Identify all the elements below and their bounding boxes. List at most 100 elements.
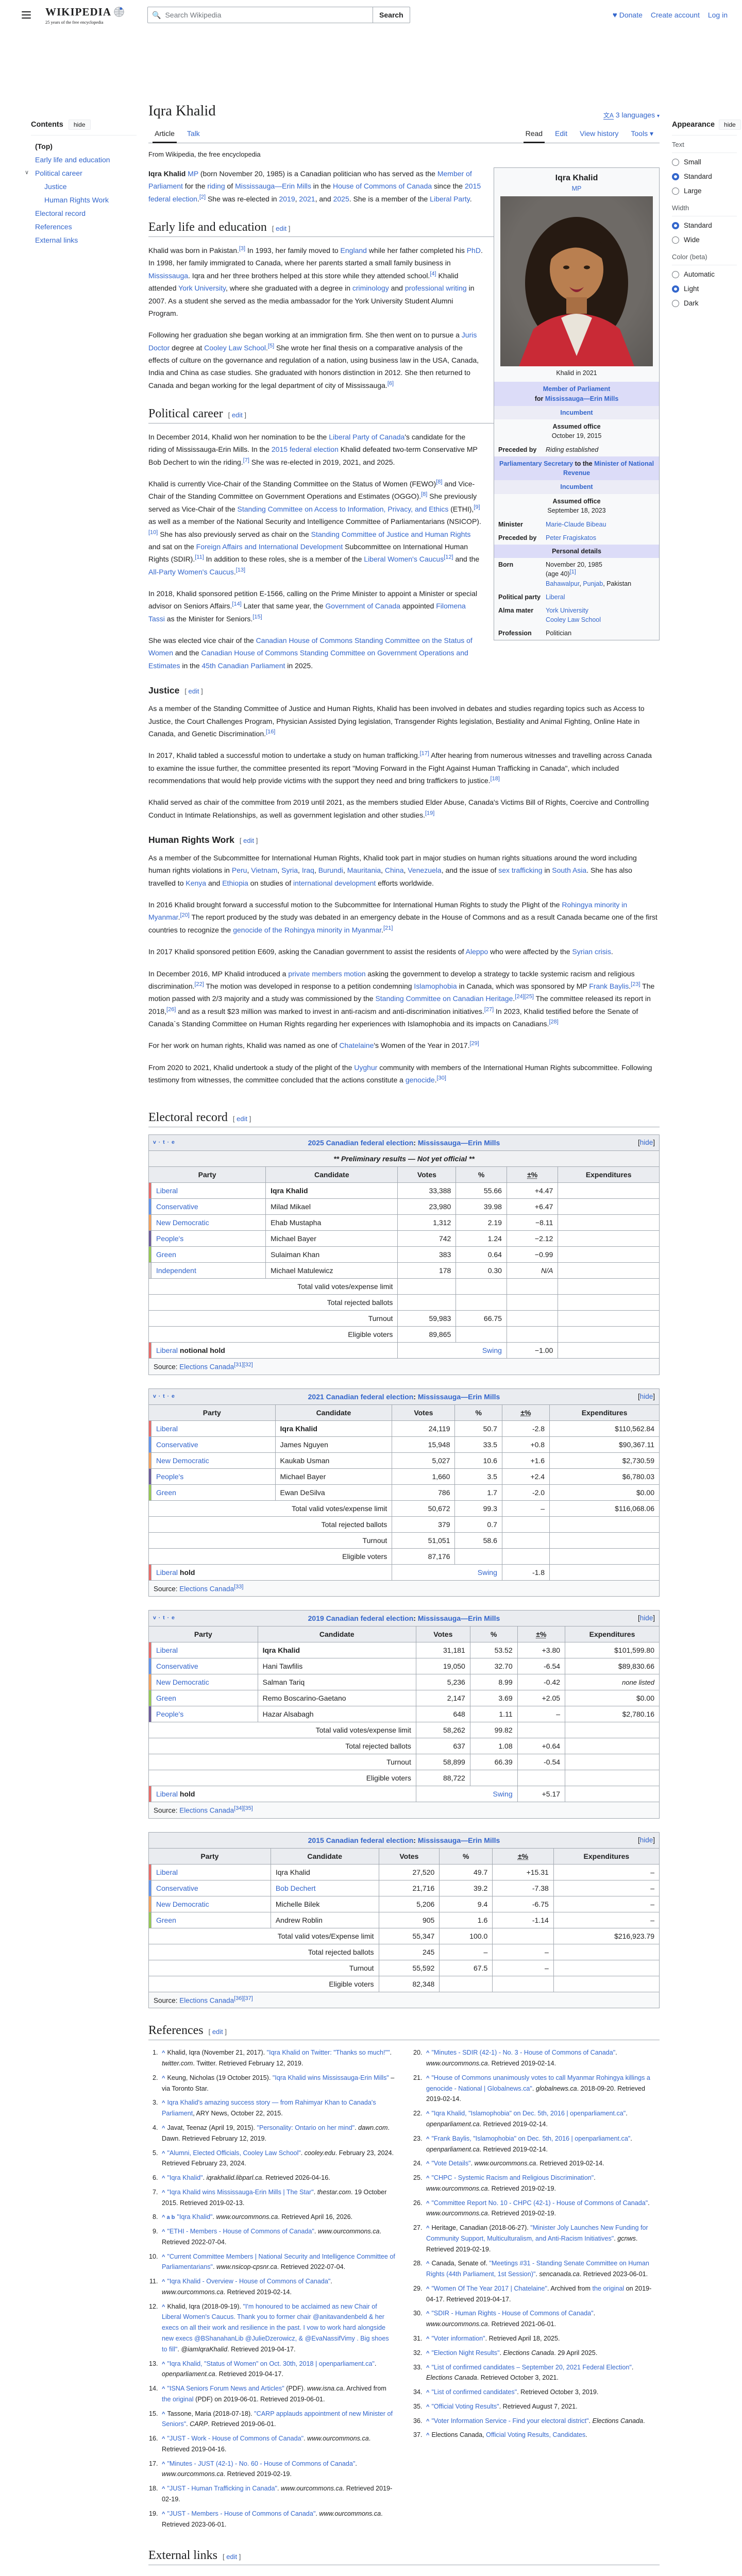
text-link[interactable]: Member of Parliament: [148, 170, 472, 191]
text-link[interactable]: "Voter Information Service - Find your e…: [431, 2417, 589, 2425]
ref-backlink[interactable]: ^: [162, 2229, 165, 2235]
text-link[interactable]: 2019: [279, 194, 295, 203]
ref-backlink[interactable]: ^: [162, 2411, 165, 2417]
text-link[interactable]: Mauritania: [347, 866, 381, 875]
text-link[interactable]: professional writing: [404, 284, 467, 293]
party-link[interactable]: Green: [156, 1694, 176, 1703]
text-link[interactable]: Cooley Law School: [204, 343, 266, 352]
text-link[interactable]: "Iqra Khalid wins Mississauga-Erin Mills…: [272, 2074, 389, 2081]
table-hide-button[interactable]: [hide]: [637, 1614, 655, 1622]
table-vte-links[interactable]: v · t · e: [153, 1393, 175, 1399]
text-link[interactable]: England: [340, 246, 367, 255]
ref-sup[interactable]: [3]: [239, 245, 246, 252]
party-link[interactable]: Green: [156, 1488, 176, 1497]
text-link[interactable]: 2021: [299, 194, 315, 203]
party-link[interactable]: New Democratic: [156, 1456, 209, 1465]
ref-backlink[interactable]: ^: [426, 2111, 430, 2117]
text-link[interactable]: Government of Canada: [325, 602, 400, 611]
ref-sup[interactable]: [4]: [430, 270, 436, 277]
text-link[interactable]: Aleppo: [465, 947, 488, 956]
text-link[interactable]: Juris Doctor: [148, 331, 477, 352]
text-link[interactable]: "Meetings #31 - Standing Senate Committe…: [426, 2260, 649, 2278]
wikipedia-logo[interactable]: WIKIPEDIA 25 years of the free encyclope…: [45, 6, 125, 25]
text-link[interactable]: "Election Night Results": [431, 2349, 500, 2357]
text-link[interactable]: "Minutes - SDIR (42-1) - No. 3 - House o…: [431, 2049, 616, 2057]
text-link[interactable]: Liberal: [546, 593, 565, 601]
hamburger-menu-icon[interactable]: [22, 11, 31, 19]
ref-backlink[interactable]: ^: [426, 2050, 430, 2057]
text-link[interactable]: Mississauga: [148, 271, 189, 280]
election-year-link[interactable]: 2015 Canadian federal election: [308, 1836, 414, 1844]
text-link[interactable]: Standing Committee of Justice and Human …: [311, 530, 471, 538]
ref-sup[interactable]: [14]: [232, 601, 242, 607]
ref-backlink[interactable]: ^: [162, 2100, 165, 2107]
radio-button[interactable]: [672, 299, 679, 307]
tab-read[interactable]: Read: [519, 125, 549, 143]
languages-button[interactable]: 文A 3 languages ▾: [603, 111, 660, 120]
sidebar-item-human-rights-work[interactable]: Human Rights Work: [44, 196, 109, 204]
ref-sup[interactable]: [7]: [243, 457, 249, 464]
text-link[interactable]: "I'm honoured to be acclaimed as new Cha…: [162, 2302, 389, 2353]
text-link[interactable]: York University: [546, 606, 588, 614]
text-link[interactable]: "SDIR - Human Rights - House of Commons …: [431, 2310, 594, 2317]
incumbent-link[interactable]: Incumbent: [494, 480, 659, 494]
party-link[interactable]: Liberal: [156, 1568, 178, 1577]
text-link[interactable]: Venezuela: [408, 866, 442, 875]
tab-view-history[interactable]: View history: [580, 129, 619, 138]
text-link[interactable]: international development: [293, 878, 376, 887]
ref-sup[interactable]: [18]: [490, 775, 500, 782]
text-link[interactable]: "JUST - Work - House of Commons of Canad…: [167, 2435, 304, 2443]
text-link[interactable]: "CARP applauds appointment of new Minist…: [162, 2410, 393, 2428]
ref-sup[interactable]: [10]: [148, 529, 158, 535]
infobox-mp-link[interactable]: MP: [571, 185, 582, 193]
text-link[interactable]: "Current Committee Members | National Se…: [162, 2252, 395, 2271]
text-link[interactable]: "Personality: Ontario on her mind": [257, 2124, 355, 2131]
ref-sup[interactable]: [23]: [631, 981, 640, 988]
ref-backlink[interactable]: ^: [162, 2486, 165, 2493]
text-link[interactable]: "Voter information": [431, 2335, 485, 2343]
source-link[interactable]: Elections Canada: [179, 1806, 234, 1815]
party-link[interactable]: People's: [156, 1472, 184, 1481]
text-link[interactable]: Bahawalpur: [546, 580, 580, 587]
radio-option-automatic[interactable]: Automatic: [672, 270, 737, 278]
party-link[interactable]: Liberal: [156, 1424, 178, 1433]
edit-link[interactable]: edit: [212, 2028, 223, 2036]
party-link[interactable]: Conservative: [156, 1884, 198, 1892]
table-vte-links[interactable]: v · t · e: [153, 1615, 175, 1621]
text-link[interactable]: Standing Committee on Access to Informat…: [237, 504, 449, 513]
election-year-link[interactable]: 2025 Canadian federal election: [308, 1139, 414, 1147]
text-link[interactable]: Parliamentary Secretary: [499, 460, 574, 468]
ref-backlink[interactable]: ^: [426, 2336, 430, 2343]
portrait-photo[interactable]: [500, 196, 653, 367]
candidate-name[interactable]: Bob Dechert: [270, 1879, 379, 1896]
text-link[interactable]: Member of Parliament: [543, 385, 611, 393]
party-link[interactable]: Liberal: [156, 1790, 178, 1799]
radio-button[interactable]: [672, 158, 679, 166]
ref-backlink[interactable]: ^: [426, 2403, 430, 2410]
party-link[interactable]: Conservative: [156, 1662, 198, 1671]
edit-link[interactable]: edit: [243, 837, 255, 845]
party-link[interactable]: Green: [156, 1916, 176, 1924]
text-link[interactable]: Burundi: [318, 866, 343, 875]
text-link[interactable]: Syrian crisis: [572, 947, 611, 956]
ref-sup[interactable]: [26]: [166, 1006, 176, 1012]
edit-link[interactable]: edit: [226, 2553, 238, 2561]
external-link[interactable]: Official Website↗: [148, 2572, 660, 2576]
ref-backlink[interactable]: ^: [426, 2432, 430, 2439]
text-link[interactable]: 2025: [333, 194, 349, 203]
sidebar-item--top-[interactable]: (Top): [35, 142, 53, 150]
tab-edit[interactable]: Edit: [555, 129, 568, 138]
hide-link[interactable]: hide: [639, 1836, 653, 1844]
ref-sup[interactable]: [17]: [419, 750, 429, 757]
ref-backlink[interactable]: ^: [162, 2150, 165, 2157]
ref-sup[interactable]: [22]: [194, 981, 204, 988]
radio-option-small[interactable]: Small: [672, 158, 737, 166]
ref-sup[interactable]: [29]: [469, 1040, 479, 1047]
ref-backlink[interactable]: ^: [426, 2225, 430, 2232]
radio-button[interactable]: [672, 236, 679, 244]
incumbent-link[interactable]: Incumbent: [494, 405, 659, 419]
text-link[interactable]: Punjab: [583, 580, 603, 587]
radio-option-wide[interactable]: Wide: [672, 236, 737, 244]
sidebar-item-justice[interactable]: Justice: [44, 182, 67, 191]
text-link[interactable]: Frank Baylis: [589, 981, 629, 990]
